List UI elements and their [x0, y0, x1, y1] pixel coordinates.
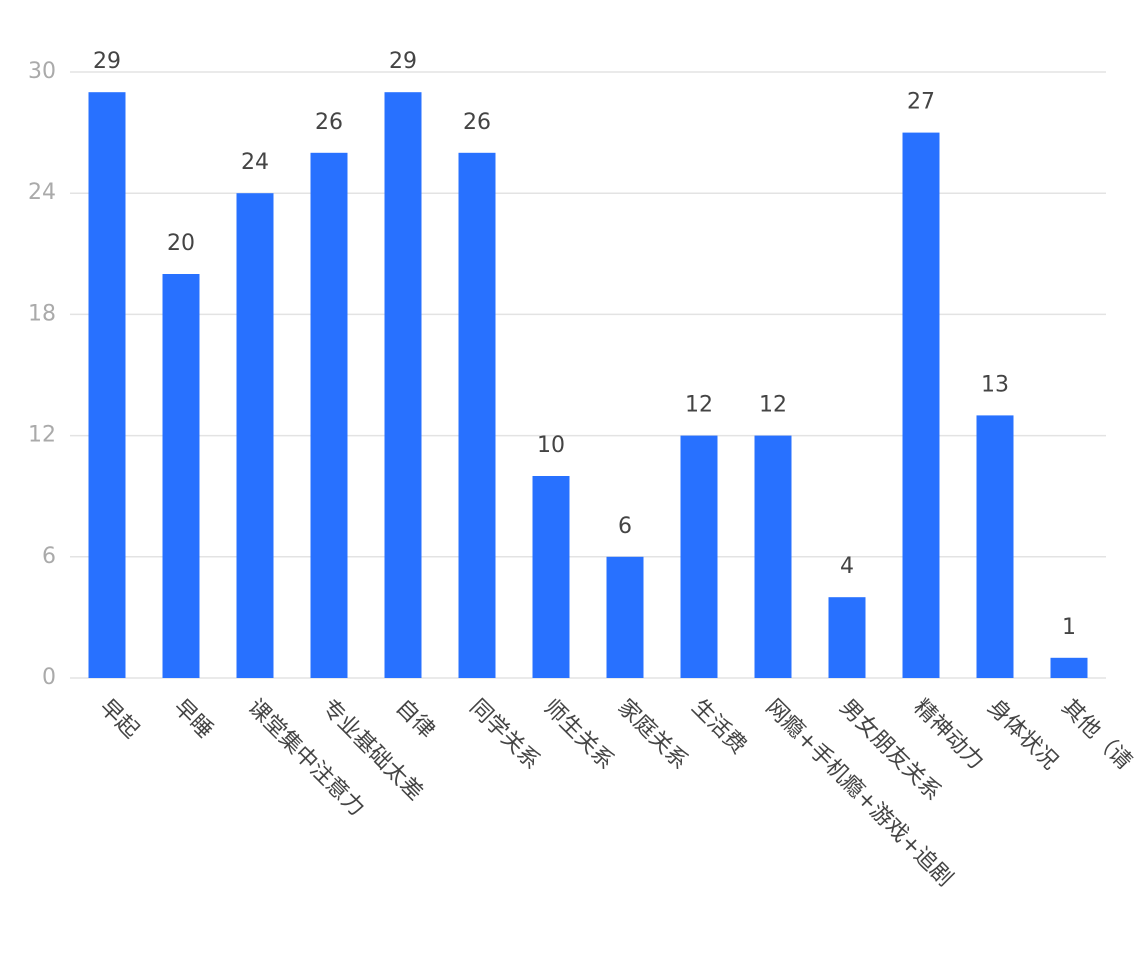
bar: [88, 92, 126, 678]
value-label: 24: [241, 150, 269, 175]
value-label: 12: [685, 393, 713, 418]
bar: [162, 274, 200, 678]
bar: [384, 92, 422, 678]
bar: [606, 556, 644, 678]
y-tick-label: 6: [42, 544, 56, 569]
value-label: 6: [618, 514, 632, 539]
value-label: 27: [907, 90, 935, 115]
y-tick-label: 0: [42, 665, 56, 690]
x-tick-label: 早起: [95, 695, 144, 744]
x-tick-label: 同学关系: [465, 695, 545, 775]
bar: [754, 435, 792, 678]
y-tick-label: 24: [28, 180, 56, 205]
value-label: 13: [981, 372, 1009, 397]
bar: [458, 152, 496, 679]
x-tick-label: 身体状况: [983, 695, 1063, 775]
x-tick-label: 自律: [391, 695, 440, 744]
value-label: 1: [1062, 615, 1076, 640]
value-label: 20: [167, 231, 195, 256]
y-tick-label: 18: [28, 301, 56, 326]
x-tick-label: 生活费: [687, 695, 751, 759]
value-label: 26: [463, 110, 491, 135]
y-tick-label: 30: [28, 59, 56, 84]
x-tick-label: 早睡: [169, 695, 218, 744]
bar: [902, 132, 940, 679]
bar: [310, 152, 348, 679]
x-tick-label: 其他（请: [1057, 695, 1134, 775]
bar: [532, 476, 570, 678]
bar: [828, 597, 866, 678]
bar: [236, 193, 274, 678]
value-label: 26: [315, 110, 343, 135]
x-tick-label: 家庭关系: [613, 695, 693, 775]
value-label: 4: [840, 554, 854, 579]
value-label: 12: [759, 393, 787, 418]
y-tick-label: 12: [28, 423, 56, 448]
value-label: 29: [389, 49, 417, 74]
value-label: 10: [537, 433, 565, 458]
bar: [976, 415, 1014, 678]
bar: [1050, 657, 1088, 678]
bar: [680, 435, 718, 678]
x-tick-label: 师生关系: [539, 695, 619, 775]
value-label: 29: [93, 49, 121, 74]
